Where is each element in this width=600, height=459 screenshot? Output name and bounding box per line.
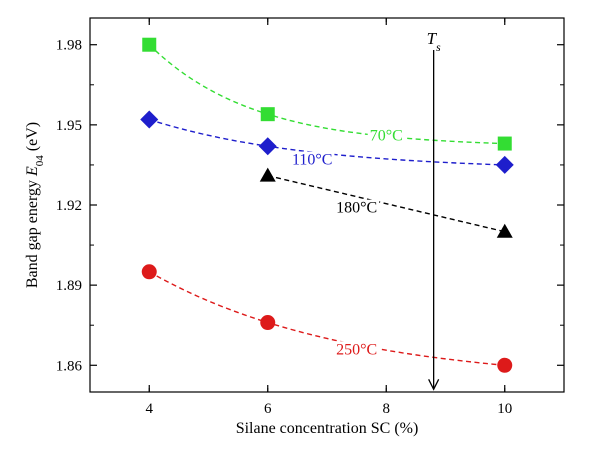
- y-axis-label-prefix: Band gap energy: [24, 176, 41, 288]
- series-label: 70°C: [370, 128, 403, 145]
- series-square: 70°C: [142, 37, 512, 151]
- ts-symbol: T: [427, 29, 438, 48]
- x-tick-label: 10: [497, 401, 512, 417]
- y-axis-label: Band gap energy E04 (eV): [24, 122, 46, 288]
- data-point: [496, 223, 513, 238]
- series-diamond: 110°C: [140, 110, 514, 174]
- y-axis-label-unit: (eV): [24, 122, 41, 155]
- data-point: [141, 264, 157, 280]
- y-axis-ticks: 1.86 1.89 1.92 1.95 1.98: [56, 38, 564, 374]
- data-point: [495, 155, 514, 174]
- data-point: [142, 37, 157, 52]
- series-fit-line: [267, 174, 505, 233]
- series-label-bg: [289, 151, 335, 169]
- series-fit-line: [148, 271, 505, 366]
- x-axis-ticks: 4 6 8 10: [146, 18, 512, 417]
- plot-frame: [89, 17, 565, 393]
- data-point: [260, 315, 276, 331]
- series-triangle: 180°C: [259, 167, 513, 238]
- annotation-layer: Ts: [427, 29, 441, 391]
- series-label-bg: [334, 341, 380, 359]
- y-tick-label: 1.92: [56, 198, 82, 214]
- data-point: [497, 136, 512, 151]
- axes: 4 6 8 10 1.86 1.89 1.92 1.95 1.98: [56, 17, 565, 417]
- series-label: 250°C: [336, 341, 377, 358]
- x-axis-label: Silane concentration SC (%): [236, 420, 419, 437]
- y-tick-label: 1.86: [56, 358, 83, 374]
- y-tick-label: 1.98: [56, 38, 82, 54]
- series-label: 180°C: [336, 200, 377, 217]
- y-axis-label-subscript: 04: [34, 155, 46, 167]
- x-tick-label: 4: [146, 401, 154, 417]
- series-label-bg: [367, 127, 405, 145]
- y-axis-label-symbol: E: [24, 166, 41, 177]
- data-point: [140, 110, 159, 129]
- data-point: [258, 137, 277, 156]
- series-layer: 70°C 110°C 180°C 250°C: [140, 37, 514, 373]
- y-tick-label: 1.89: [56, 278, 82, 294]
- ts-arrow-head: [428, 379, 440, 391]
- y-tick-label: 1.95: [56, 118, 82, 134]
- data-point: [497, 357, 513, 373]
- x-tick-label: 6: [264, 401, 272, 417]
- series-label: 110°C: [292, 152, 332, 169]
- x-tick-label: 8: [383, 401, 391, 417]
- series-label-bg: [334, 199, 380, 217]
- data-point: [260, 107, 275, 122]
- ts-subscript: s: [436, 40, 441, 54]
- ts-annotation-label: Ts: [427, 29, 441, 54]
- series-fit-line: [148, 44, 505, 145]
- data-point: [259, 167, 276, 182]
- series-circle: 250°C: [141, 264, 513, 373]
